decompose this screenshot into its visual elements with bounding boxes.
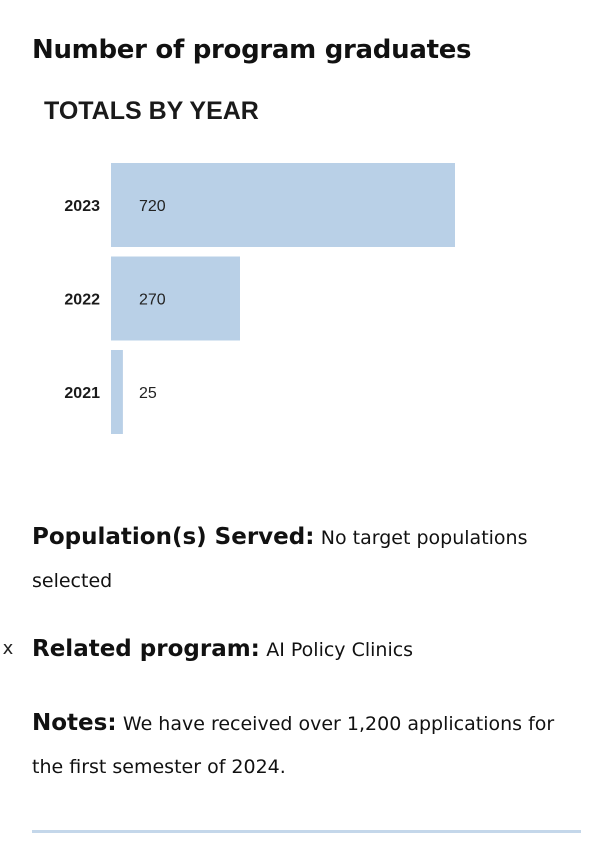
divider [32,830,581,833]
notes-label: Notes: [32,710,117,736]
data-label-2023: 720 [139,198,166,215]
notes: Notes: We have received over 1,200 appli… [32,702,584,788]
related-program: Related program: AI Policy Clinics [32,628,584,671]
related-program-value: AI Policy Clinics [266,639,414,661]
population-served-value: No target populations selected [32,527,528,592]
population-served: Population(s) Served: No target populati… [32,516,584,602]
chart-title: TOTALS BY YEAR [44,97,259,125]
tick-label-2023: 2023 [64,198,100,215]
remove-related-program-button[interactable]: x [2,638,14,659]
notes-value: We have received over 1,200 applications… [32,713,555,778]
bars-layer: 2023 720 2022 270 2021 25 [64,163,455,434]
bar-2022 [111,256,240,341]
totals-by-year-chart: TOTALS BY YEAR 2023 720 2022 270 2021 25 [44,97,455,434]
section-heading: Number of program graduates [32,35,472,65]
tick-label-2021: 2021 [64,385,100,402]
bar-chart-svg: TOTALS BY YEAR 2023 720 2022 270 2021 25 [44,97,455,434]
population-served-label: Population(s) Served: [32,524,315,550]
data-label-2021: 25 [139,385,157,402]
data-label-2022: 270 [139,292,166,309]
bar-2023 [111,163,455,247]
related-program-label: Related program: [32,636,260,662]
bar-2021 [111,350,123,434]
tick-label-2022: 2022 [64,292,100,309]
